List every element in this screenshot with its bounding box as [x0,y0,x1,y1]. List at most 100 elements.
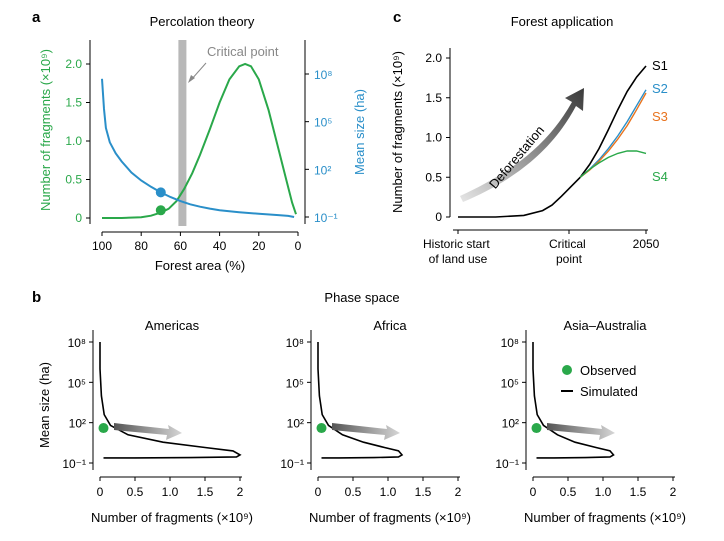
y-tick-label: 0.5 [425,170,442,184]
series-line-s1 [458,65,647,218]
y-ticks-right: 10⁻¹ 10² 10⁵ 10⁸ [305,68,338,225]
x-tick-label: 0 [295,239,302,253]
x-tick-label: 1.0 [595,485,612,499]
y-tick-label-left: 1.0 [65,134,82,148]
subplot-title: Americas [145,318,200,333]
phase-space-subplots: Americas 10⁻¹ 10² 10⁵ 10⁸ 0 0.5 1.0 1.5 2 Number o… [62,318,686,525]
y-tick-label: 10⁵ [68,376,86,390]
direction-arrow [547,423,615,441]
fragments-point [155,205,166,216]
y-ticks: 0 0.5 1.0 1.5 2.0 [425,51,450,224]
mean-size-point [155,187,166,198]
x-axis-label: Number of fragments (×10⁹) [309,510,471,525]
series-line-s4 [579,150,647,178]
chart-title: Forest application [511,14,614,29]
x-tick-label-line1: Critical [549,237,586,251]
series-label-s3: S3 [652,109,668,124]
simulated-line [532,342,615,459]
y-axis-left-label: Number of fragments (×10⁹) [38,49,53,211]
x-tick-label: 60 [174,239,188,253]
simulated-line [317,342,404,459]
y-axis-label: Mean size (ha) [37,362,52,448]
x-tick-label-2050: 2050 [633,237,660,251]
direction-arrow [332,423,400,441]
y-tick-label: 10⁻¹ [495,457,519,471]
x-ticks: 100 80 60 40 20 0 [92,232,302,253]
x-axis-label: Number of fragments (×10⁹) [91,510,253,525]
panel-letter-a: a [32,9,41,26]
y-tick-label: 1.0 [425,131,442,145]
x-tick-label: 1.5 [415,485,432,499]
y-tick-label: 10⁸ [501,336,519,350]
y-ticks-left: 0 0.5 1.0 1.5 2.0 [65,57,90,225]
mean-size-line [101,78,295,218]
x-tick-label-line1: Historic start [423,237,490,251]
x-tick-label-line2: of land use [429,252,488,266]
y-tick-label: 10⁸ [286,336,304,350]
chart-title: Phase space [324,290,399,305]
critical-point-label: Critical point [207,44,279,59]
y-axis-right-label: Mean size (ha) [352,89,367,175]
series-label-s4: S4 [652,169,668,184]
y-tick-label: 10² [502,417,519,431]
y-tick-label-left: 2.0 [65,57,82,71]
x-tick-label: 0.5 [127,485,144,499]
x-tick-label: 20 [252,239,266,253]
y-tick-label-left: 0 [75,211,82,225]
critical-point-arrowhead [188,75,195,83]
x-tick-label: 2 [455,485,462,499]
x-tick-label: 40 [213,239,227,253]
x-tick-label: 0.5 [345,485,362,499]
subplot-title: Asia–Australia [563,318,647,333]
scenario-lines [458,65,647,218]
x-tick-label: 1.0 [162,485,179,499]
chart-title: Percolation theory [150,14,255,29]
y-tick-label: 0 [435,210,442,224]
scenario-labels: S1 S2 S3 S4 [652,58,668,184]
x-tick-label: 2 [237,485,244,499]
y-tick-label: 10⁵ [286,376,304,390]
y-tick-label: 1.5 [425,91,442,105]
panel-letter-b: b [32,289,41,306]
y-tick-label-right: 10⁵ [314,116,332,130]
x-tick-label: 0.5 [560,485,577,499]
y-axis-label: Number of fragments (×10⁹) [390,51,405,213]
x-axis-label: Forest area (%) [155,258,245,273]
y-tick-label-left: 1.5 [65,96,82,110]
x-tick-label-historic: Historic start of land use [423,237,493,266]
observed-point [98,423,109,434]
x-tick-label: 0 [530,485,537,499]
x-axis-label: Number of fragments (×10⁹) [524,510,686,525]
simulated-line [99,342,242,459]
fragments-line [102,62,297,219]
deforestation-arrow [460,88,584,202]
subplot-asia-australia: Asia–Australia 10⁻¹ 10² 10⁵ 10⁸ 0 0.5 1.0 1.5 2 Nu… [495,318,686,525]
panel-letter-c: c [393,9,401,26]
series-label-s2: S2 [652,81,668,96]
y-tick-label-left: 0.5 [65,173,82,187]
y-tick-label: 10⁸ [68,336,86,350]
x-tick-label: 2 [670,485,677,499]
y-tick-label-right: 10⁸ [314,68,332,82]
legend-observed-marker [562,365,572,375]
y-tick-label: 10² [69,417,86,431]
x-tick-label: 0 [97,485,104,499]
legend-simulated-label: Simulated [580,384,638,399]
observed-point [531,423,542,434]
subplot-title: Africa [373,318,407,333]
observed-point [316,423,327,434]
x-tick-label-line2: point [556,252,583,266]
x-tick-label-critical: Critical point [549,237,589,266]
x-tick-label: 1.0 [380,485,397,499]
x-tick-label: 0 [315,485,322,499]
critical-point-band [178,40,187,226]
y-tick-label: 10⁻¹ [280,457,304,471]
direction-arrow [114,423,182,441]
subplot-americas: Americas 10⁻¹ 10² 10⁵ 10⁸ 0 0.5 1.0 1.5 2 Number o… [62,318,253,525]
panel-c: c Forest application 0 0.5 1.0 1.5 2.0 Histo… [390,9,668,266]
y-tick-label-right: 10² [314,163,331,177]
y-tick-label: 10⁻¹ [62,457,86,471]
x-tick-label: 1.5 [197,485,214,499]
x-tick-label: 80 [135,239,149,253]
series-label-s1: S1 [652,58,668,73]
